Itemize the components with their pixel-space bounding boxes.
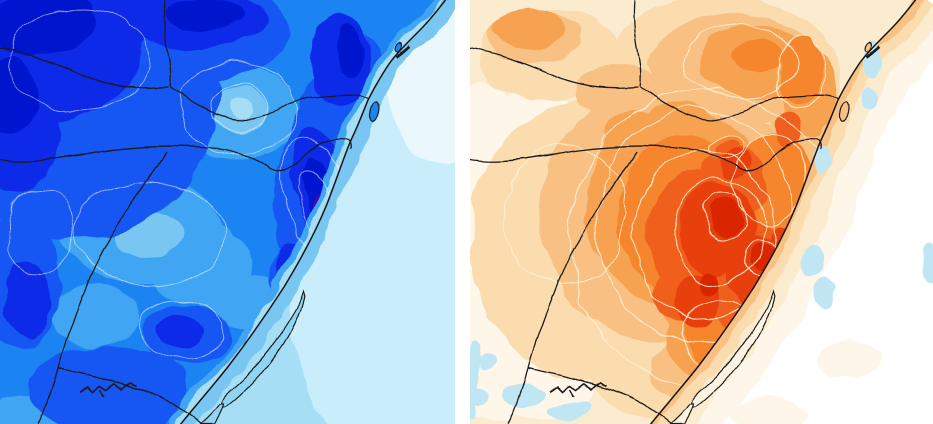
warm-map-panel xyxy=(470,0,933,424)
warm-map-cool-patches xyxy=(470,42,933,420)
cold-land-field xyxy=(0,0,450,424)
panel-divider xyxy=(455,0,470,424)
warm-ocean-cream-patches xyxy=(730,342,880,424)
cold-map-panel xyxy=(0,0,455,424)
